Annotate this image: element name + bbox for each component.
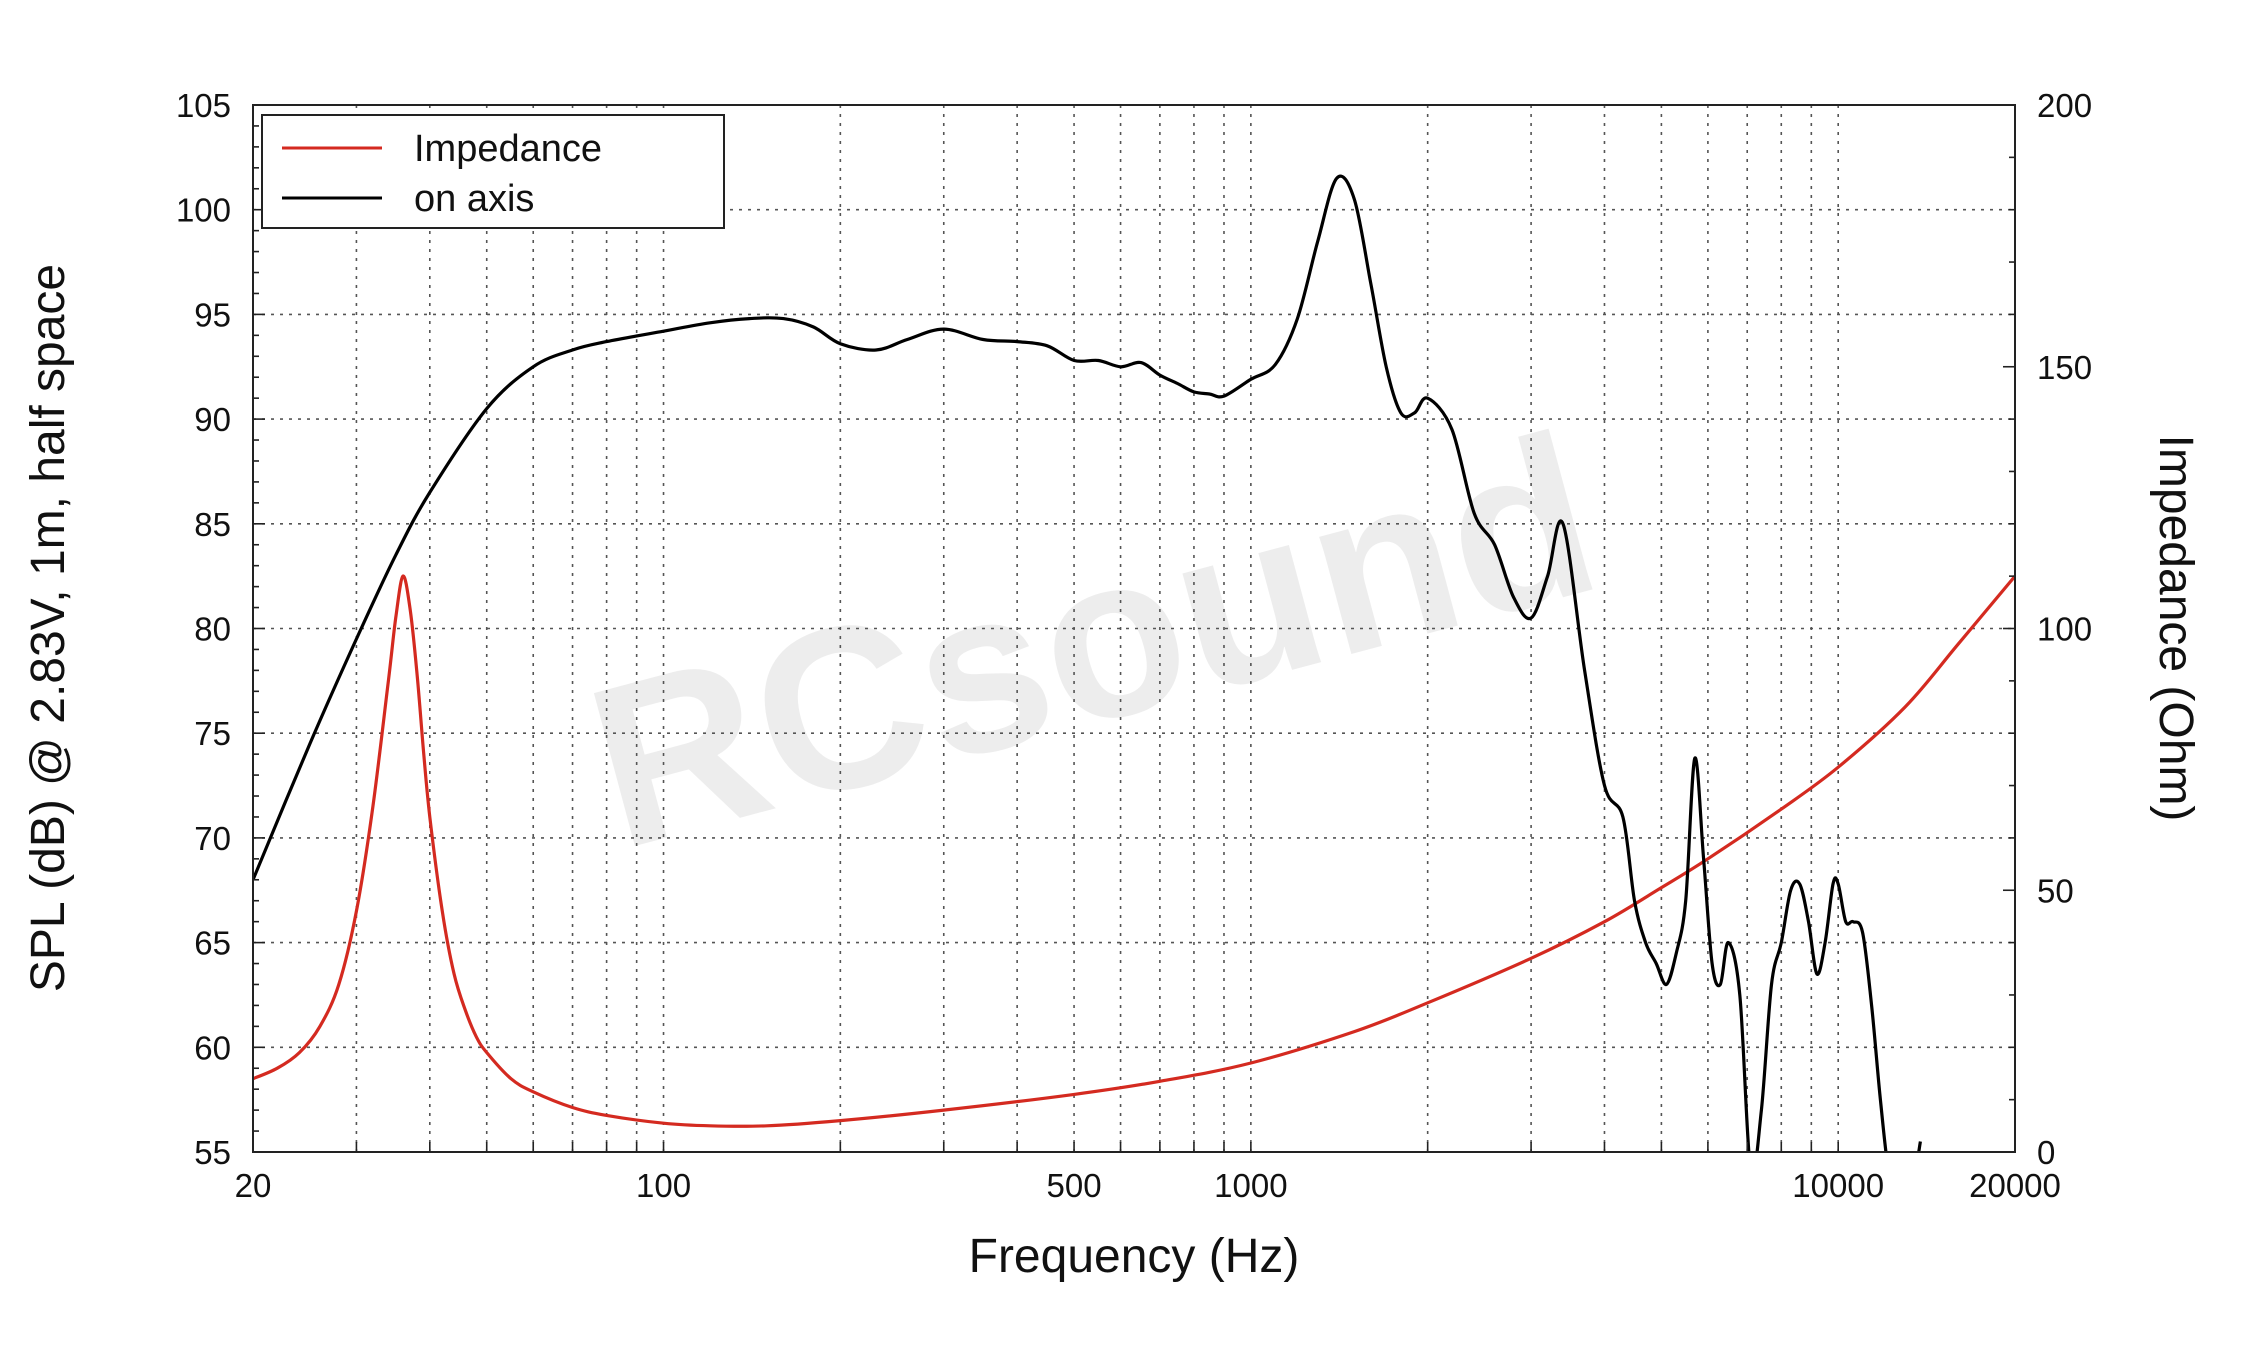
- tick-labels: 55 60 65 70 75 80 85 90 95 100 105 0 50 100 150 200 20 10…: [176, 87, 2092, 1204]
- y-tick-label: 65: [194, 925, 231, 962]
- y-tick-label: 60: [194, 1029, 231, 1066]
- x-tick-label: 20000: [1969, 1167, 2061, 1204]
- y2-tick-label: 200: [2037, 87, 2092, 124]
- y2-tick-label: 150: [2037, 349, 2092, 386]
- y-axis-title: SPL (dB) @ 2.83V, 1m, half space: [22, 264, 75, 992]
- y-tick-label: 75: [194, 715, 231, 752]
- legend: Impedance on axis: [261, 114, 725, 229]
- y2-tick-label: 100: [2037, 611, 2092, 648]
- x-tick-label: 10000: [1792, 1167, 1884, 1204]
- y2-tick-label: 50: [2037, 872, 2074, 909]
- y-tick-label: 55: [194, 1134, 231, 1171]
- series-layer: [253, 174, 2015, 1152]
- x-axis-title: Frequency (Hz): [969, 1230, 1300, 1283]
- legend-box: [261, 114, 725, 229]
- legend-label-impedance: Impedance: [414, 128, 602, 170]
- y-tick-label: 90: [194, 401, 231, 438]
- series-line-impedance: [253, 574, 2015, 1128]
- y-tick-label: 70: [194, 820, 231, 857]
- y-tick-label: 85: [194, 506, 231, 543]
- x-tick-label: 1000: [1214, 1167, 1287, 1204]
- series-line-on-axis: [253, 174, 1922, 1152]
- y-tick-label: 105: [176, 87, 231, 124]
- y2-axis-title: Impedance (Ohm): [2149, 435, 2202, 822]
- grid: [253, 105, 2015, 1152]
- x-tick-label: 20: [235, 1167, 272, 1204]
- y-tick-label: 100: [176, 192, 231, 229]
- x-tick-label: 100: [636, 1167, 691, 1204]
- legend-label-on-axis: on axis: [414, 178, 534, 220]
- y2-tick-label: 0: [2037, 1134, 2055, 1171]
- y-tick-label: 95: [194, 296, 231, 333]
- y-tick-label: 80: [194, 611, 231, 648]
- x-tick-label: 500: [1047, 1167, 1102, 1204]
- ticks: [253, 104, 2015, 1153]
